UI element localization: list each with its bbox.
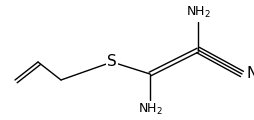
Text: N: N — [246, 66, 254, 81]
Text: NH$_2$: NH$_2$ — [185, 5, 211, 20]
Text: NH$_2$: NH$_2$ — [137, 102, 163, 117]
Text: S: S — [107, 54, 117, 69]
